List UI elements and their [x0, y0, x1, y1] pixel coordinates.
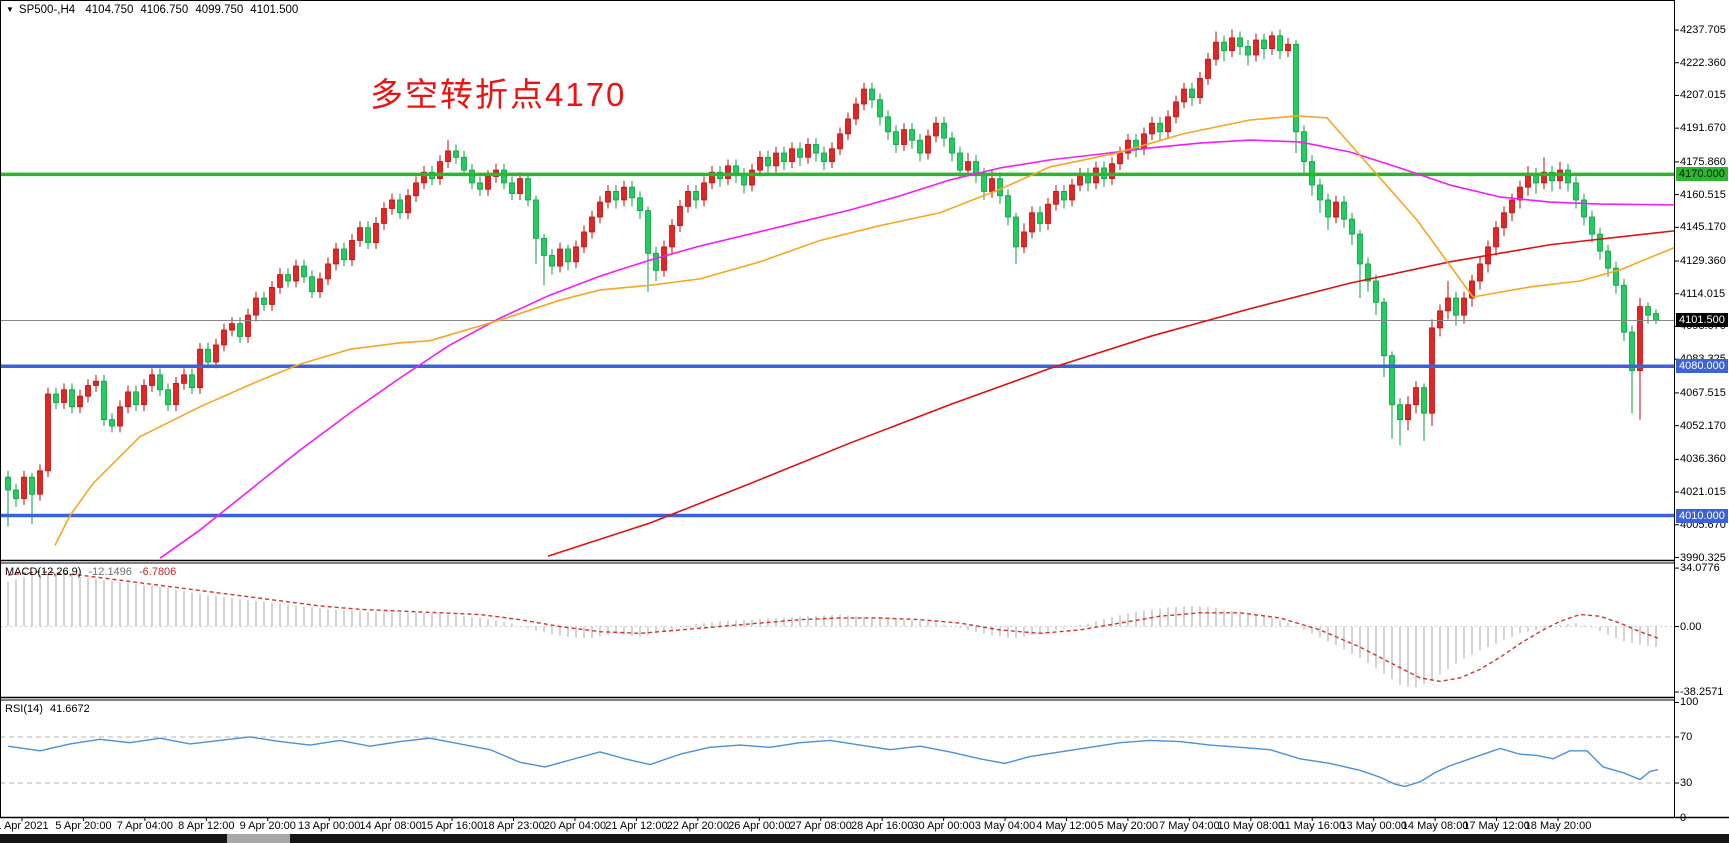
date-label: 13 Apr 00:00 [297, 820, 361, 832]
date-label: 30 Apr 00:00 [912, 820, 975, 832]
horizontal-scrollbar[interactable] [0, 834, 1729, 843]
date-label: 8 Apr 12:00 [178, 820, 235, 832]
date-label: 11 May 16:00 [1279, 820, 1346, 832]
hline-label-4080: 4080.000 [1676, 359, 1728, 374]
date-label: 5 May 20:00 [1097, 820, 1159, 832]
scrollbar-thumb[interactable] [227, 834, 290, 843]
price-tick: 4021.015 [1680, 486, 1726, 499]
date-label: 20 Apr 04:00 [543, 820, 607, 832]
date-label: 27 Apr 08:00 [789, 820, 852, 832]
annotation-text: 多空转折点4170 [370, 76, 627, 113]
price-tick: 4237.705 [1680, 24, 1726, 36]
macd-value-main: -12.1496 [88, 566, 132, 578]
date-label: 22 Apr 20:00 [666, 820, 730, 832]
price-tick: 4129.360 [1680, 255, 1726, 268]
macd-tick: 0.00 [1680, 620, 1702, 633]
price-tick: 4175.860 [1680, 155, 1726, 168]
date-label: 17 May 12:00 [1463, 820, 1530, 832]
price-tick: 4222.360 [1680, 56, 1726, 69]
price-tick: 3990.325 [1680, 551, 1726, 564]
rsi-tick: 100 [1680, 696, 1699, 709]
macd-tick: -38.2571 [1680, 686, 1724, 699]
macd-label: MACD(12,26,9) -12.1496 -6.7806 [5, 566, 176, 578]
ohlc-open: 4104.750 [85, 4, 134, 16]
date-label: 14 Apr 08:00 [359, 820, 422, 832]
date-label: 5 Apr 20:00 [55, 820, 112, 832]
rsi-tick: 70 [1680, 730, 1693, 743]
price-tick: 4160.515 [1680, 188, 1726, 201]
price-tick: 4036.360 [1680, 453, 1726, 466]
hline-label-4010: 4010.000 [1676, 508, 1728, 523]
date-label: 18 May 20:00 [1524, 820, 1592, 832]
rsi-tick: 0 [1680, 811, 1687, 824]
macd-value-signal: -6.7806 [138, 566, 177, 578]
macd-panel[interactable] [0, 563, 1674, 698]
ohlc-low: 4099.750 [195, 4, 244, 16]
chart-dropdown-icon[interactable]: ▼ [6, 5, 14, 14]
date-label: 15 Apr 16:00 [420, 820, 484, 832]
date-label: 4 May 12:00 [1036, 820, 1097, 832]
rsi-name: RSI(14) [5, 703, 43, 715]
date-label: 1 Apr 2021 [0, 820, 49, 832]
price-tick: 4052.170 [1680, 419, 1726, 432]
symbol-name: SP500-,H4 [18, 4, 76, 16]
symbol-info-bar: ▼ SP500-,H4 4104.750 4106.750 4099.750 4101.… [6, 4, 305, 16]
price-tick: 4191.670 [1680, 122, 1726, 135]
rsi-panel[interactable] [0, 700, 1674, 817]
date-label: 9 Apr 20:00 [239, 820, 296, 832]
macd-name: MACD(12,26,9) [5, 566, 82, 578]
date-label: 28 Apr 16:00 [850, 820, 914, 832]
price-chart-panel[interactable] [0, 0, 1674, 561]
date-label: 13 May 00:00 [1340, 820, 1407, 832]
macd-tick: 34.0776 [1680, 562, 1720, 575]
rsi-label: RSI(14) 41.6672 [5, 703, 90, 715]
ohlc-close: 4101.500 [250, 4, 299, 16]
date-label: 14 May 08:00 [1401, 820, 1469, 832]
rsi-tick: 30 [1680, 777, 1693, 789]
date-label: 18 Apr 23:00 [482, 820, 545, 832]
date-label: 10 May 08:00 [1217, 820, 1285, 832]
price-tick: 4207.015 [1680, 89, 1726, 102]
hline-label-4170: 4170.000 [1676, 167, 1728, 182]
date-label: 7 Apr 04:00 [116, 820, 174, 832]
date-label: 7 May 04:00 [1159, 820, 1220, 832]
price-tick: 4067.515 [1680, 386, 1726, 399]
current-price-label: 4101.500 [1676, 313, 1728, 328]
price-tick: 4145.170 [1680, 221, 1726, 234]
rsi-value: 41.6672 [49, 703, 90, 715]
date-label: 26 Apr 00:00 [728, 820, 791, 832]
date-label: 3 May 04:00 [974, 820, 1036, 832]
date-label: 21 Apr 12:00 [605, 820, 668, 832]
ohlc-high: 4106.750 [140, 4, 189, 16]
price-tick: 4114.015 [1680, 287, 1726, 300]
